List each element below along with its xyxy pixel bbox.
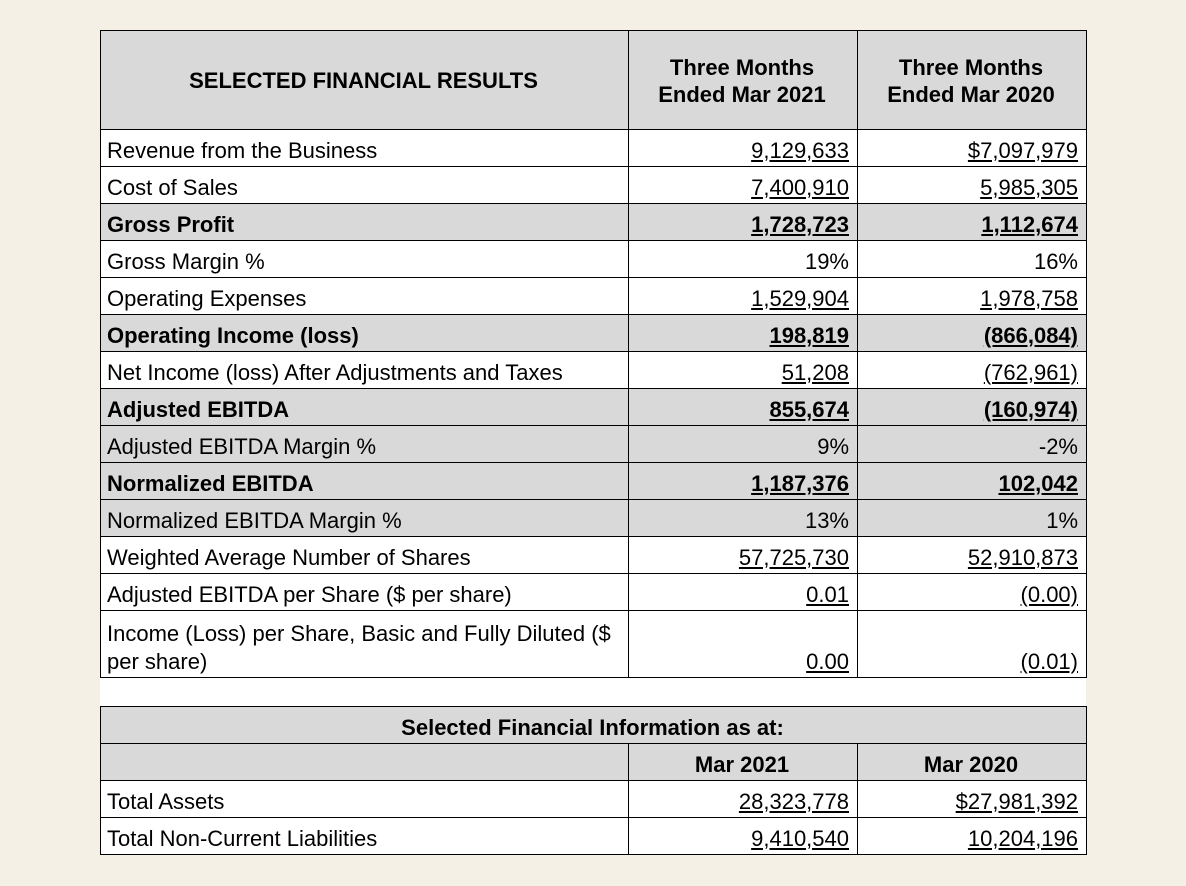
table-row: Revenue from the Business9,129,633$7,097… [101, 130, 1087, 167]
row-value-2020: (0.01) [858, 611, 1087, 678]
table-row: Gross Profit1,728,7231,112,674 [101, 204, 1087, 241]
row-value-2020: $7,097,979 [858, 130, 1087, 167]
row-value-2021: 198,819 [629, 315, 858, 352]
row-label: Net Income (loss) After Adjustments and … [101, 352, 629, 389]
row-value-2021: 1,187,376 [629, 463, 858, 500]
row-value-2020: (866,084) [858, 315, 1087, 352]
table-row: Normalized EBITDA1,187,376102,042 [101, 463, 1087, 500]
row-value-2020: (0.00) [858, 574, 1087, 611]
table-row: Adjusted EBITDA855,674(160,974) [101, 389, 1087, 426]
row-value-2020: 102,042 [858, 463, 1087, 500]
header-row: SELECTED FINANCIAL RESULTS Three Months … [101, 31, 1087, 130]
section2-header-row: Mar 2021 Mar 2020 [101, 744, 1087, 781]
row-value-2021: 57,725,730 [629, 537, 858, 574]
row-label: Gross Margin % [101, 241, 629, 278]
row-value-2021: 1,728,723 [629, 204, 858, 241]
row-label: Total Assets [101, 781, 629, 818]
table-row: Cost of Sales7,400,9105,985,305 [101, 167, 1087, 204]
section2-col-2020: Mar 2020 [858, 744, 1087, 781]
row-label: Weighted Average Number of Shares [101, 537, 629, 574]
row-value-2021: 13% [629, 500, 858, 537]
row-value-2021: 9,410,540 [629, 818, 858, 855]
row-label: Adjusted EBITDA Margin % [101, 426, 629, 463]
section2-col-2021: Mar 2021 [629, 744, 858, 781]
row-value-2021: 9% [629, 426, 858, 463]
row-value-2021: 855,674 [629, 389, 858, 426]
header-title: SELECTED FINANCIAL RESULTS [101, 31, 629, 130]
row-label: Cost of Sales [101, 167, 629, 204]
spacer-table [100, 678, 1086, 706]
header-col-2021: Three Months Ended Mar 2021 [629, 31, 858, 130]
row-label: Operating Expenses [101, 278, 629, 315]
row-label: Normalized EBITDA [101, 463, 629, 500]
row-value-2021: 1,529,904 [629, 278, 858, 315]
row-label: Adjusted EBITDA [101, 389, 629, 426]
row-value-2020: 5,985,305 [858, 167, 1087, 204]
row-label: Gross Profit [101, 204, 629, 241]
row-value-2020: 10,204,196 [858, 818, 1087, 855]
table-row: Net Income (loss) After Adjustments and … [101, 352, 1087, 389]
row-label: Total Non-Current Liabilities [101, 818, 629, 855]
row-label: Income (Loss) per Share, Basic and Fully… [101, 611, 629, 678]
row-value-2020: -2% [858, 426, 1087, 463]
row-value-2020: $27,981,392 [858, 781, 1087, 818]
row-label: Adjusted EBITDA per Share ($ per share) [101, 574, 629, 611]
row-value-2021: 28,323,778 [629, 781, 858, 818]
section2-title: Selected Financial Information as at: [101, 707, 1087, 744]
row-value-2021: 9,129,633 [629, 130, 858, 167]
row-value-2021: 51,208 [629, 352, 858, 389]
table-row: Total Non-Current Liabilities9,410,54010… [101, 818, 1087, 855]
row-value-2020: 16% [858, 241, 1087, 278]
spacer-row [100, 678, 1086, 706]
row-value-2020: 1% [858, 500, 1087, 537]
row-label: Revenue from the Business [101, 130, 629, 167]
table-row: Operating Expenses1,529,9041,978,758 [101, 278, 1087, 315]
row-value-2021: 19% [629, 241, 858, 278]
row-value-2020: 52,910,873 [858, 537, 1087, 574]
row-value-2020: 1,978,758 [858, 278, 1087, 315]
table-row: Operating Income (loss)198,819(866,084) [101, 315, 1087, 352]
row-value-2020: 1,112,674 [858, 204, 1087, 241]
table-row: Weighted Average Number of Shares57,725,… [101, 537, 1087, 574]
header-col-2020: Three Months Ended Mar 2020 [858, 31, 1087, 130]
table-row: Income (Loss) per Share, Basic and Fully… [101, 611, 1087, 678]
financial-tables: SELECTED FINANCIAL RESULTS Three Months … [100, 30, 1086, 855]
section2-blank [101, 744, 629, 781]
row-value-2021: 0.01 [629, 574, 858, 611]
row-label: Normalized EBITDA Margin % [101, 500, 629, 537]
selected-financial-information-table: Selected Financial Information as at: Ma… [100, 706, 1087, 855]
section2-title-row: Selected Financial Information as at: [101, 707, 1087, 744]
table-row: Total Assets28,323,778$27,981,392 [101, 781, 1087, 818]
row-value-2021: 0.00 [629, 611, 858, 678]
table-row: Gross Margin %19%16% [101, 241, 1087, 278]
table-row: Normalized EBITDA Margin %13%1% [101, 500, 1087, 537]
row-label: Operating Income (loss) [101, 315, 629, 352]
table-row: Adjusted EBITDA Margin %9%-2% [101, 426, 1087, 463]
row-value-2020: (160,974) [858, 389, 1087, 426]
table-row: Adjusted EBITDA per Share ($ per share)0… [101, 574, 1087, 611]
row-value-2020: (762,961) [858, 352, 1087, 389]
selected-financial-results-table: SELECTED FINANCIAL RESULTS Three Months … [100, 30, 1087, 678]
row-value-2021: 7,400,910 [629, 167, 858, 204]
